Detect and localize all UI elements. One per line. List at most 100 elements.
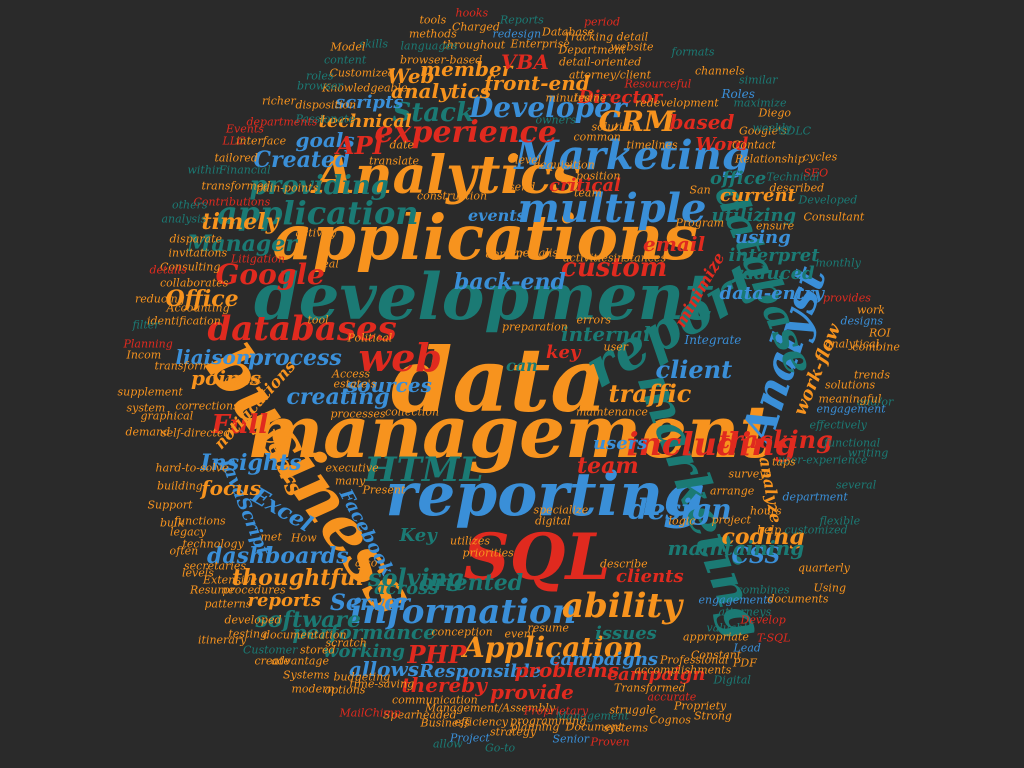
cloud-word: Database bbox=[542, 25, 595, 39]
cloud-word: issues bbox=[595, 623, 657, 644]
cloud-word: Reports bbox=[500, 13, 544, 27]
cloud-word: SEO bbox=[803, 166, 829, 180]
cloud-word: processes bbox=[330, 407, 386, 421]
cloud-word: Digital bbox=[713, 673, 751, 687]
cloud-word: skills bbox=[359, 37, 389, 51]
cloud-word: communication bbox=[392, 693, 478, 707]
cloud-word: key bbox=[546, 342, 581, 363]
cloud-word: Web bbox=[387, 64, 435, 88]
cloud-word: tools bbox=[419, 13, 447, 27]
cloud-word: reports bbox=[247, 590, 321, 611]
cloud-word: time-saving bbox=[349, 677, 415, 691]
cloud-word: using bbox=[735, 227, 791, 248]
cloud-word: Google's bbox=[739, 124, 787, 138]
cloud-word: describe bbox=[600, 557, 648, 571]
cloud-word: Resume bbox=[190, 583, 235, 597]
cloud-word: development bbox=[254, 260, 714, 335]
cloud-word: Developer bbox=[469, 91, 627, 124]
cloud-word: San bbox=[689, 183, 711, 197]
cloud-word: problems bbox=[514, 658, 620, 682]
cloud-word: throughout bbox=[442, 38, 506, 52]
cloud-word: Project bbox=[450, 731, 490, 745]
cloud-word: campaigns bbox=[549, 649, 659, 670]
cloud-word: tailored bbox=[214, 151, 258, 165]
cloud-word: users bbox=[593, 433, 648, 454]
cloud-word: Document bbox=[565, 720, 623, 734]
cloud-word: Roles bbox=[721, 87, 755, 101]
cloud-word: Business bbox=[420, 716, 470, 730]
cloud-word: scratch bbox=[325, 636, 367, 650]
cloud-word: many bbox=[335, 474, 366, 488]
cloud-word: Planning bbox=[123, 337, 173, 351]
cloud-word: options bbox=[324, 683, 366, 697]
cloud-word: website bbox=[610, 40, 654, 54]
cloud-word: Key bbox=[399, 525, 437, 546]
cloud-word: Created bbox=[253, 147, 351, 173]
cloud-word: internal bbox=[561, 322, 651, 346]
cloud-word: Political bbox=[347, 331, 393, 345]
cloud-word: office bbox=[710, 168, 767, 189]
cloud-word: systems bbox=[603, 721, 649, 735]
cloud-word: testing bbox=[228, 627, 268, 641]
cloud-word: LLC bbox=[222, 134, 246, 148]
cloud-word: monthly bbox=[815, 256, 861, 270]
cloud-word: Support bbox=[147, 498, 193, 512]
cloud-word: preparation bbox=[502, 320, 568, 334]
cloud-word: patterns bbox=[204, 597, 252, 611]
cloud-word: solution bbox=[591, 120, 637, 134]
cloud-word: several bbox=[836, 478, 877, 492]
cloud-word: solutions bbox=[825, 378, 876, 392]
cloud-word: Contact bbox=[732, 138, 776, 152]
cloud-word: invitations bbox=[168, 246, 228, 260]
cloud-word: analytical bbox=[825, 337, 880, 351]
cloud-word: experience bbox=[374, 115, 558, 150]
cloud-word: Litigation bbox=[231, 252, 286, 266]
cloud-word: engagement bbox=[816, 402, 886, 416]
cloud-word: interface bbox=[236, 134, 287, 148]
cloud-word: Analytics bbox=[314, 145, 582, 206]
cloud-word: browser bbox=[297, 79, 343, 93]
cloud-word: construction bbox=[417, 189, 488, 203]
cloud-word: modern bbox=[291, 682, 335, 696]
cloud-word: acquisition bbox=[533, 158, 595, 172]
cloud-word: disparate bbox=[169, 232, 223, 246]
cloud-word: filter bbox=[132, 318, 160, 332]
cloud-word: events bbox=[468, 206, 526, 225]
cloud-word: departments bbox=[246, 115, 318, 129]
cloud-word: software bbox=[255, 607, 361, 633]
cloud-word: pain-points bbox=[256, 181, 319, 195]
cloud-word: logic bbox=[668, 514, 696, 528]
cloud-word: Senior bbox=[552, 732, 590, 746]
cloud-word: weekly bbox=[752, 121, 792, 135]
cloud-word: maintaining bbox=[667, 536, 805, 560]
cloud-word: Application bbox=[463, 631, 643, 664]
cloud-word: user-experience bbox=[778, 453, 868, 467]
cloud-word: Program bbox=[675, 216, 725, 230]
cloud-word: Financial bbox=[219, 163, 271, 177]
cloud-word: data-entry bbox=[719, 283, 825, 304]
cloud-word: solving bbox=[368, 563, 464, 592]
cloud-word: stored bbox=[300, 643, 336, 657]
cloud-word: front-end bbox=[484, 71, 590, 95]
cloud-word: channels bbox=[695, 64, 745, 78]
cloud-word: reducing bbox=[135, 292, 185, 306]
cloud-word: event bbox=[504, 627, 536, 641]
cloud-word: Events bbox=[226, 122, 264, 136]
cloud-word: web bbox=[358, 335, 442, 380]
cloud-word: Strong bbox=[694, 709, 732, 723]
cloud-word: cycles bbox=[803, 150, 838, 164]
cloud-word: ensure bbox=[756, 219, 795, 233]
cloud-word: struggle bbox=[609, 703, 657, 717]
cloud-word: building bbox=[157, 479, 203, 493]
cloud-word: Contributions bbox=[193, 195, 271, 209]
cloud-word: hours bbox=[750, 504, 782, 518]
cloud-word: HTML bbox=[364, 450, 484, 490]
cloud-word: including bbox=[626, 425, 798, 463]
cloud-word: redevelopment bbox=[635, 96, 719, 110]
cloud-word: budgeting bbox=[333, 670, 391, 684]
cloud-word: instances bbox=[613, 251, 667, 265]
cloud-word: provide bbox=[490, 680, 574, 704]
cloud-word: richer bbox=[262, 94, 296, 108]
cloud-word: Proven bbox=[590, 735, 630, 749]
cloud-word: Enterprise bbox=[510, 37, 570, 51]
